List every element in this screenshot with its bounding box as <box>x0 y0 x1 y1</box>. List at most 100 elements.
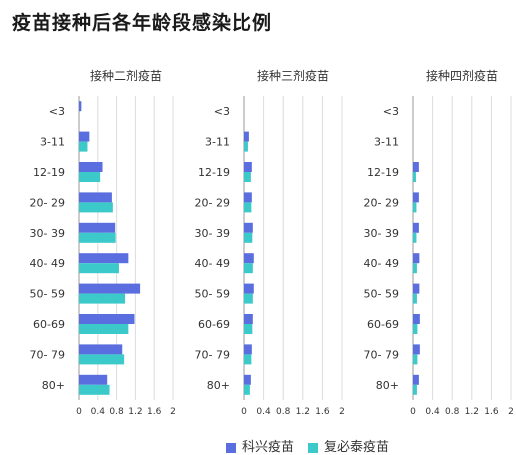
category-label: 30- 39 <box>364 227 399 240</box>
bar-kexing <box>79 101 82 112</box>
x-tick-label: 1.2 <box>128 407 142 417</box>
x-tick-label: 0.4 <box>91 407 106 417</box>
bar-kexing <box>413 222 419 233</box>
bar-fubitai <box>79 354 125 365</box>
legend-label-kexing: 科兴疫苗 <box>242 440 295 455</box>
category-label: 40- 49 <box>195 257 230 270</box>
category-label: 70- 79 <box>195 348 230 361</box>
category-label: 50- 59 <box>30 288 65 301</box>
category-label: 40- 49 <box>364 257 399 270</box>
bar-kexing <box>244 283 254 294</box>
bar-fubitai <box>79 172 101 182</box>
category-label: 20- 29 <box>30 196 65 209</box>
legend-swatch-kexing <box>226 442 236 453</box>
bar-fubitai <box>413 172 416 182</box>
bar-kexing <box>244 253 254 264</box>
x-tick-label: 1.2 <box>465 407 479 417</box>
bar-fubitai <box>244 324 253 334</box>
x-tick-label: 0.8 <box>109 407 124 417</box>
category-label: 3-11 <box>374 136 399 149</box>
bar-kexing <box>79 374 108 385</box>
x-tick-label: 1.6 <box>147 407 162 417</box>
bar-kexing <box>79 222 116 233</box>
bar-fubitai <box>244 172 251 182</box>
x-tick-label: 1.2 <box>296 407 310 417</box>
category-label: 60-69 <box>33 318 65 331</box>
category-label: <3 <box>383 105 399 118</box>
bar-fubitai <box>244 263 253 274</box>
x-tick-label: 0.4 <box>425 407 440 417</box>
category-label: 30- 39 <box>195 227 230 240</box>
category-label: 3-11 <box>205 136 230 149</box>
bar-kexing <box>413 374 419 385</box>
chart-title: 疫苗接种后各年龄段感染比例 <box>12 12 273 34</box>
category-label: 50- 59 <box>364 288 399 301</box>
x-tick-label: 2 <box>508 407 514 417</box>
bar-kexing <box>244 314 253 324</box>
x-tick-label: 2 <box>339 407 345 417</box>
category-label: 40- 49 <box>30 257 65 270</box>
bar-fubitai <box>79 324 129 334</box>
bar-fubitai <box>244 384 250 395</box>
category-label: 20- 29 <box>195 196 230 209</box>
category-label: 70- 79 <box>364 348 399 361</box>
bar-kexing <box>244 222 253 233</box>
category-label: 80+ <box>207 379 230 392</box>
x-tick-label: 0.4 <box>256 407 271 417</box>
bar-fubitai <box>413 263 417 274</box>
category-label: 60-69 <box>198 318 230 331</box>
bar-kexing <box>79 192 112 203</box>
category-label: 20- 29 <box>364 196 399 209</box>
bar-fubitai <box>413 202 417 213</box>
panel-title-two-doses: 接种二剂疫苗 <box>89 69 162 83</box>
category-label: 60-69 <box>367 318 399 331</box>
bar-kexing <box>244 162 252 172</box>
bar-kexing <box>79 162 103 172</box>
category-label: 12-19 <box>33 166 65 179</box>
bar-fubitai <box>244 141 248 152</box>
x-tick-label: 1.6 <box>484 407 499 417</box>
bar-kexing <box>79 131 90 142</box>
panel-title-three-doses: 接种三剂疫苗 <box>256 69 329 83</box>
bar-kexing <box>244 374 251 385</box>
bar-kexing <box>413 283 420 294</box>
x-tick-label: 0 <box>76 407 82 417</box>
bar-kexing <box>244 344 252 355</box>
bar-fubitai <box>79 263 119 274</box>
category-label: 80+ <box>376 379 399 392</box>
x-tick-label: 0.8 <box>445 407 460 417</box>
legend-swatch-fubitai <box>308 442 318 453</box>
bar-fubitai <box>413 293 417 304</box>
bar-kexing <box>79 253 129 264</box>
panel-title-four-doses: 接种四剂疫苗 <box>425 69 498 83</box>
category-label: 50- 59 <box>195 288 230 301</box>
category-label: 12-19 <box>198 166 230 179</box>
bar-kexing <box>413 253 420 264</box>
bar-kexing <box>79 344 123 355</box>
bar-fubitai <box>244 202 252 213</box>
bar-fubitai <box>79 384 110 395</box>
bar-fubitai <box>79 232 116 243</box>
legend-item-fubitai: 复必泰疫苗 <box>308 436 389 455</box>
bar-fubitai <box>244 354 252 365</box>
bar-fubitai <box>244 232 253 243</box>
bar-fubitai <box>413 324 418 334</box>
x-tick-label: 1.6 <box>315 407 330 417</box>
x-tick-label: 0.8 <box>276 407 291 417</box>
bar-kexing <box>413 162 419 172</box>
bar-kexing <box>413 344 420 355</box>
bar-fubitai <box>79 293 126 304</box>
legend-item-kexing: 科兴疫苗 <box>226 436 294 455</box>
bar-kexing <box>244 192 252 203</box>
bar-kexing <box>79 314 135 324</box>
x-tick-label: 2 <box>170 407 176 417</box>
legend-label-fubitai: 复必泰疫苗 <box>324 440 390 455</box>
bar-fubitai <box>413 354 418 365</box>
category-label: <3 <box>49 105 65 118</box>
category-label: <3 <box>214 105 230 118</box>
bar-kexing <box>244 131 249 142</box>
bar-fubitai <box>79 141 88 152</box>
legend: 科兴疫苗 复必泰疫苗 <box>0 436 516 455</box>
